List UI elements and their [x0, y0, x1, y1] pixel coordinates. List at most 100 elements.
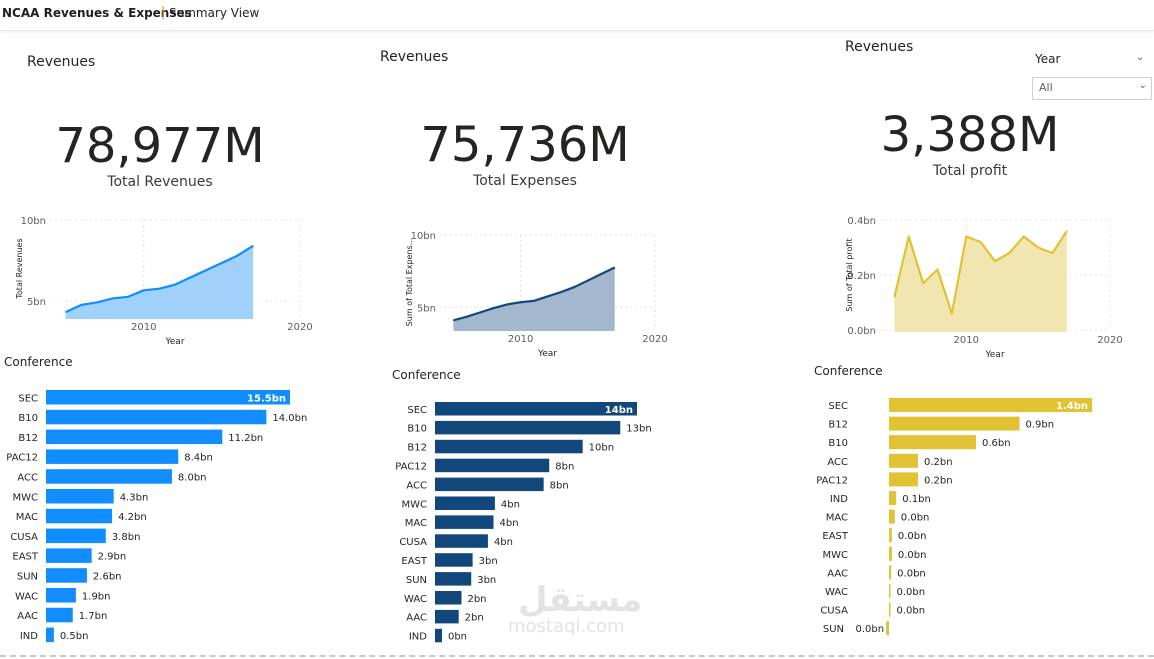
view-name: Summary View	[169, 6, 260, 20]
data-point	[493, 307, 495, 309]
data-point	[143, 289, 145, 291]
y-tick-label: 0.2bn	[847, 271, 876, 282]
expenses-by-conference-chart[interactable]: SEC 14bn B10 13bn B12 10bn PAC12 8bn ACC 8bn MWC 4b…	[380, 400, 690, 648]
data-label: 0.0bn	[897, 568, 926, 579]
kpi-value: 75,736M	[420, 117, 630, 173]
bar	[435, 591, 462, 605]
category-label: SEC	[407, 405, 427, 416]
data-point	[127, 296, 129, 298]
bar	[46, 508, 113, 524]
data-point	[1052, 252, 1053, 254]
data-label: 0.0bn	[898, 531, 927, 542]
category-label: B10	[828, 438, 848, 449]
y-tick-label: 10bn	[411, 231, 436, 242]
bar	[435, 553, 473, 567]
x-axis-title: Year	[984, 350, 1004, 360]
kpi-total-expenses: 75,736M Total Expenses	[405, 117, 645, 189]
kpi-total-profit: 3,388M Total profit	[850, 107, 1090, 179]
data-point	[922, 282, 924, 284]
kpi-label: Total Revenues	[107, 174, 213, 190]
bar	[46, 429, 223, 445]
data-label: 0.2bn	[924, 457, 953, 468]
bar	[46, 409, 267, 425]
data-label: 0bn	[448, 632, 467, 643]
expenses-trend-chart[interactable]: 5bn 10bn 2010 2020 Year Sum of Total Expens..…	[380, 225, 680, 365]
bar	[46, 390, 290, 405]
bottom-divider	[0, 655, 1154, 657]
data-label: 0.9bn	[1026, 420, 1055, 431]
bar	[435, 458, 550, 473]
series-area	[894, 231, 1067, 332]
data-label: 0.5bn	[60, 631, 89, 642]
x-tick-label: 2020	[1097, 335, 1122, 346]
data-point	[190, 276, 192, 278]
year-slicer-dropdown[interactable]: All ⌄	[1032, 77, 1152, 100]
data-label: 0.6bn	[982, 438, 1011, 449]
profit-trend-chart[interactable]: 0.0bn 0.2bn 0.4bn 2010 2020 Year Sum of Total …	[810, 210, 1140, 360]
data-point	[965, 236, 967, 237]
data-point	[205, 269, 207, 271]
x-tick-label: 2020	[642, 334, 667, 345]
data-point	[174, 284, 176, 286]
bar	[889, 565, 892, 580]
category-label: B12	[18, 433, 38, 444]
bar	[435, 496, 495, 510]
bar	[435, 572, 472, 586]
revenues-trend-chart[interactable]: 5bn 10bn 2010 2020 Year Total Revenues	[0, 205, 330, 355]
kpi-label: Total profit	[932, 163, 1008, 179]
bar	[46, 489, 114, 504]
data-point	[252, 245, 254, 247]
data-point	[158, 288, 160, 290]
data-point	[533, 300, 535, 302]
chevron-down-icon: ⌄	[1138, 80, 1147, 91]
bar	[435, 628, 442, 643]
data-point	[547, 295, 548, 297]
data-label: 2.6bn	[93, 571, 122, 582]
data-point	[466, 316, 468, 318]
conference-title-1: Conference	[4, 355, 73, 369]
data-point	[96, 301, 98, 303]
data-label: 0.2bn	[924, 475, 953, 486]
revenues-by-conference-chart[interactable]: SEC 15.5bn B10 14.0bn B12 11.2bn PAC12 8.4bn ACC…	[0, 388, 330, 648]
category-label: WAC	[15, 591, 38, 602]
data-point	[479, 311, 481, 313]
x-tick-label: 2010	[954, 335, 979, 346]
data-label: 3.8bn	[112, 532, 141, 543]
data-point	[520, 301, 522, 303]
kpi-total-revenues: 78,977M Total Revenues	[40, 118, 280, 190]
profit-by-conference-chart[interactable]: SEC 1.4bn B12 0.9bn B10 0.6bn ACC 0.2bn PAC12 0.2…	[780, 396, 1110, 636]
category-label: IND	[20, 631, 38, 642]
data-label: 8bn	[550, 480, 569, 491]
chevron-down-icon[interactable]: ⌄	[1136, 52, 1145, 63]
category-label: PAC12	[395, 461, 427, 472]
data-label: 0.0bn	[897, 606, 926, 617]
x-axis-title: Year	[537, 349, 557, 359]
bar	[46, 449, 179, 464]
data-label: 4bn	[494, 537, 513, 548]
watermark-arabic: مستقل	[518, 580, 643, 620]
bar	[46, 528, 106, 544]
data-point	[65, 311, 67, 313]
year-slicer-title: Year	[1035, 52, 1061, 66]
bar	[889, 453, 918, 468]
revenues-heading-2: Revenues	[380, 49, 449, 65]
category-label: SUN	[17, 571, 38, 582]
y-tick-label: 5bn	[27, 297, 46, 308]
category-label: MAC	[405, 518, 427, 529]
category-label: MWC	[13, 492, 39, 503]
data-label: 3bn	[479, 556, 498, 567]
data-point	[600, 273, 602, 275]
data-label: 2.9bn	[98, 552, 127, 563]
category-label: PAC12	[6, 453, 38, 464]
category-label: B10	[18, 413, 38, 424]
report-title: NCAA Revenues & Expenses	[2, 6, 192, 20]
bar	[435, 515, 494, 529]
bar	[46, 627, 54, 643]
bar	[889, 546, 892, 561]
bar	[435, 420, 621, 435]
category-label: EAST	[12, 552, 39, 563]
year-slicer-value: All	[1039, 81, 1053, 94]
category-label: CUSA	[399, 537, 427, 548]
bar	[435, 609, 459, 624]
data-point	[1037, 247, 1039, 248]
